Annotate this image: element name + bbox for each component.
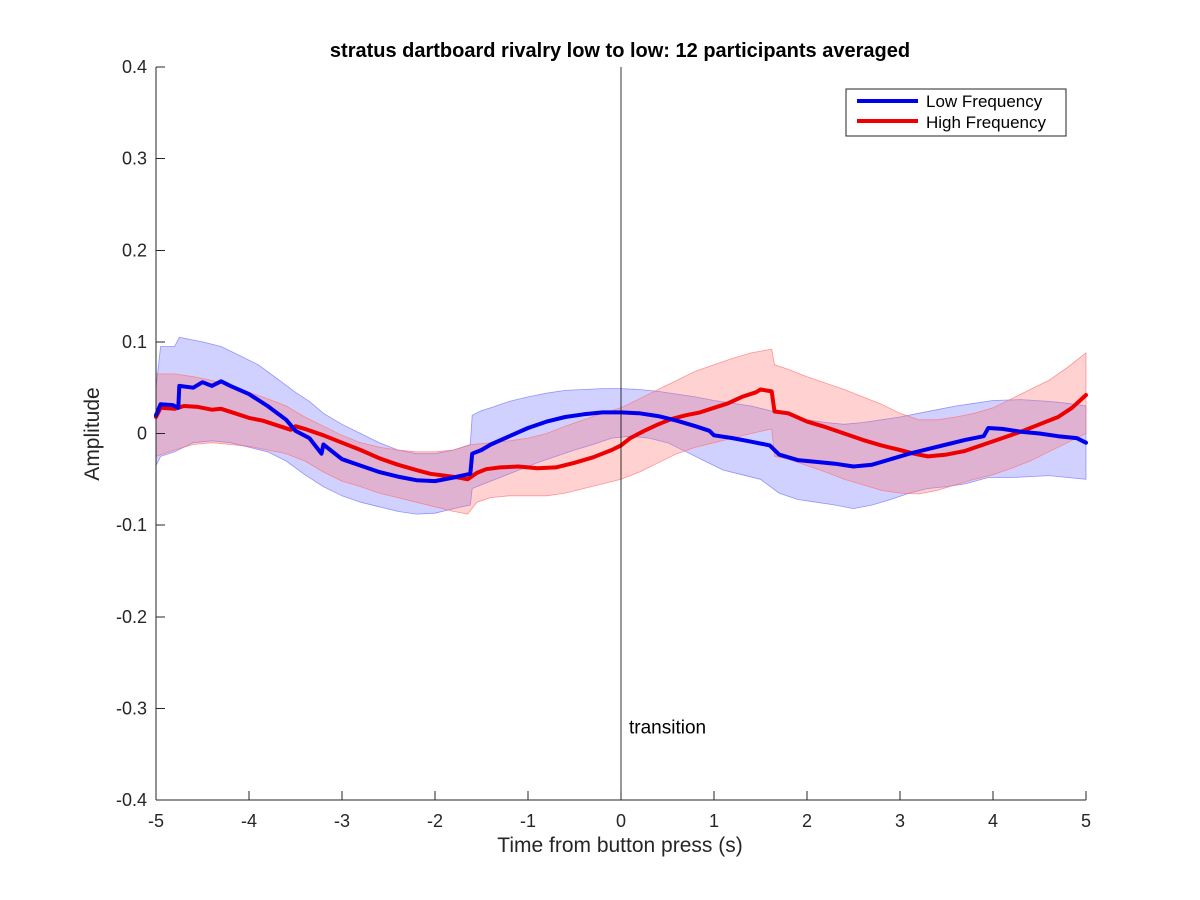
x-tick-label: 0: [616, 811, 626, 831]
y-tick-label: 0.1: [122, 332, 147, 352]
y-tick-label: 0.4: [122, 57, 147, 77]
x-ticks: -5 -4 -3 -2 -1 0 1 2 3 4 5: [148, 791, 1091, 831]
y-tick-label: -0.4: [116, 790, 147, 810]
x-tick-label: 3: [895, 811, 905, 831]
y-tick-label: -0.1: [116, 515, 147, 535]
line-high-frequency: [154, 387, 1088, 482]
legend-label-low-frequency: Low Frequency: [926, 92, 1043, 111]
series-lines: [154, 379, 1088, 484]
x-tick-label: 5: [1081, 811, 1091, 831]
y-tick-label: 0.3: [122, 149, 147, 169]
y-tick-label: -0.2: [116, 607, 147, 627]
x-tick-label: -4: [241, 811, 257, 831]
x-axis-label: Time from button press (s): [497, 834, 742, 857]
y-ticks: 0.4 0.3 0.2 0.1 0 -0.1 -0.2 -0.3 -0.4: [116, 57, 165, 810]
legend-box: [845, 88, 1067, 137]
y-tick-label: 0: [137, 424, 147, 444]
chart-title: stratus dartboard rivalry low to low: 12…: [330, 40, 910, 62]
axes: 0.4 0.3 0.2 0.1 0 -0.1 -0.2 -0.3 -0.4 -5 -4 -3 -2 -1…: [116, 57, 1091, 831]
x-tick-label: 2: [802, 811, 812, 831]
y-tick-label: 0.2: [122, 240, 147, 260]
y-axis-label: Amplitude: [81, 387, 104, 480]
transition-annotation: transition: [620, 67, 706, 800]
legend-label-high-frequency: High Frequency: [926, 113, 1047, 132]
plot-area: transition: [154, 67, 1088, 800]
x-tick-label: -2: [427, 811, 443, 831]
y-tick-label: -0.3: [116, 698, 147, 718]
x-tick-label: 4: [988, 811, 998, 831]
x-tick-label: -1: [520, 811, 536, 831]
transition-label: transition: [629, 718, 706, 739]
x-tick-label: -5: [148, 811, 164, 831]
line-low-frequency: [154, 379, 1088, 484]
x-tick-label: -3: [334, 811, 350, 831]
x-tick-label: 1: [709, 811, 719, 831]
legend: Low Frequency High Frequency: [845, 88, 1067, 137]
